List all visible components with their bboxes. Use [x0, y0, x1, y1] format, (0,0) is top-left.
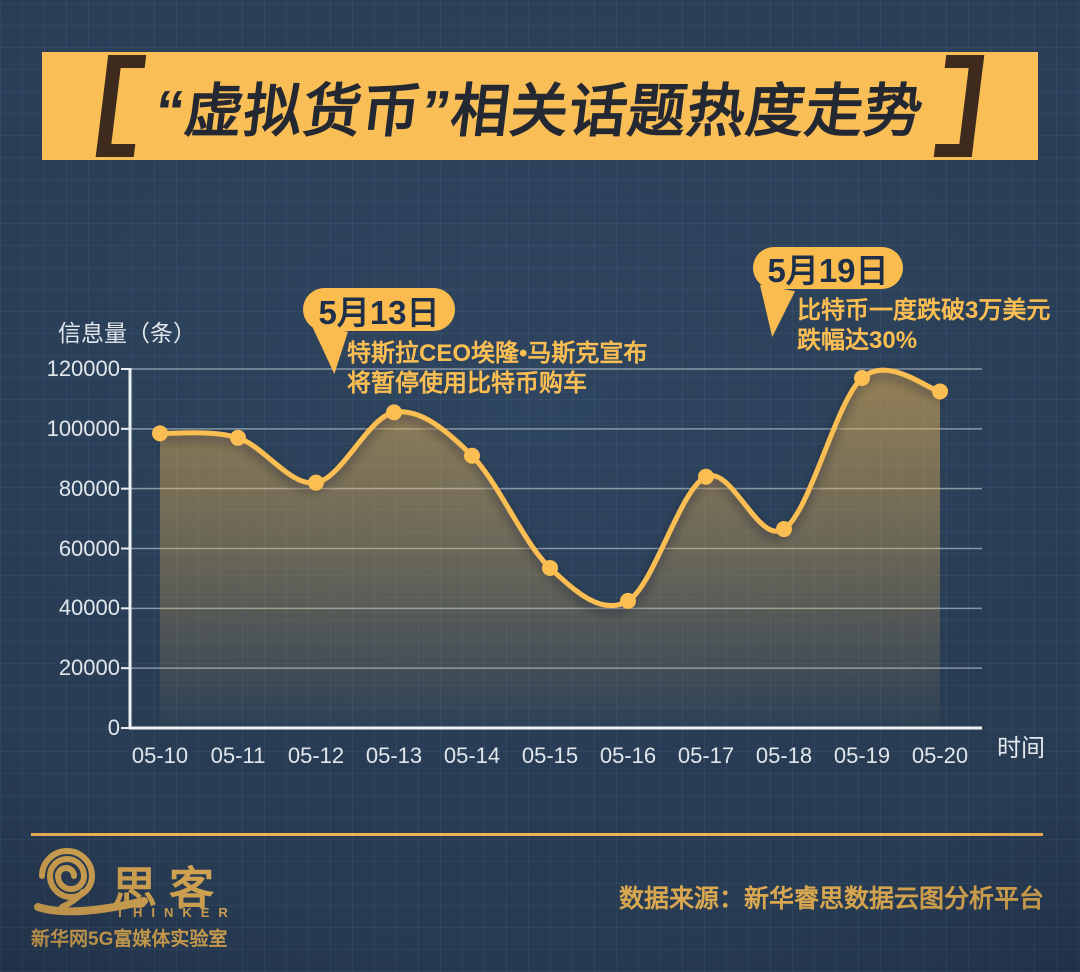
y-tick-label: 40000 — [58, 595, 120, 621]
y-tick-label: 120000 — [46, 356, 120, 381]
page-title: “虚拟货币”相关话题热度走势 — [151, 79, 928, 144]
y-axis-title: 信息量（条） — [58, 320, 196, 346]
data-point — [152, 425, 168, 442]
callout-may19-text: 比特币一度跌破3万美元 跌幅达30% — [797, 296, 1050, 356]
y-tick-label: 0 — [107, 715, 120, 740]
data-point — [308, 474, 324, 491]
x-axis-title: 时间 — [997, 735, 1045, 762]
footer-divider — [31, 833, 1043, 836]
y-tick-label: 100000 — [46, 415, 120, 441]
callout-may13-date-bubble: 5月13日 — [303, 288, 455, 331]
data-point — [542, 559, 558, 576]
data-point — [620, 592, 636, 609]
x-tick-label: 05-11 — [210, 743, 266, 768]
x-tick-label: 05-14 — [443, 743, 501, 768]
x-tick-label: 05-19 — [833, 743, 891, 768]
x-tick-label: 05-15 — [521, 743, 579, 768]
callout-may19-date-bubble: 5月19日 — [753, 247, 903, 289]
x-tick-label: 05-16 — [599, 743, 657, 768]
data-point — [464, 447, 480, 464]
callout-may19-date: 5月19日 — [767, 252, 889, 289]
y-tick-label: 20000 — [58, 655, 120, 681]
x-tick-label: 05-17 — [677, 743, 735, 768]
x-tick-label: 05-10 — [131, 743, 189, 768]
data-point — [932, 383, 948, 400]
y-tick-label: 80000 — [58, 475, 120, 501]
data-point — [776, 521, 792, 538]
data-point — [386, 404, 402, 421]
data-point — [230, 429, 246, 446]
data-point — [854, 369, 870, 386]
title-bracket-right-icon — [933, 55, 985, 157]
callout-may13-text: 特斯拉CEO埃隆•马斯克宣布 将暂停使用比特币购车 — [347, 339, 647, 399]
x-tick-label: 05-20 — [911, 743, 969, 768]
y-tick-label: 60000 — [58, 535, 120, 561]
callout-may13-line1: 特斯拉CEO埃隆•马斯克宣布 — [347, 340, 648, 367]
callout-may19-line1: 比特币一度跌破3万美元 — [797, 297, 1051, 324]
data-point — [698, 468, 714, 485]
x-tick-label: 05-12 — [287, 743, 345, 768]
callout-may19-line2: 跌幅达30% — [797, 327, 918, 354]
x-tick-label: 05-18 — [755, 743, 813, 768]
title-banner: “虚拟货币”相关话题热度走势 — [42, 52, 1038, 160]
x-tick-label: 05-13 — [365, 743, 423, 768]
data-source-text: 数据来源：新华睿思数据云图分析平台 — [618, 885, 1044, 913]
logo-lab-name: 新华网5G富媒体实验室 — [31, 929, 228, 950]
callout-may13-line2: 将暂停使用比特币购车 — [347, 370, 587, 397]
title-bracket-left-icon — [95, 55, 147, 157]
logo-english-name: THINKER — [116, 905, 237, 920]
callout-may13-date: 5月13日 — [318, 293, 440, 331]
